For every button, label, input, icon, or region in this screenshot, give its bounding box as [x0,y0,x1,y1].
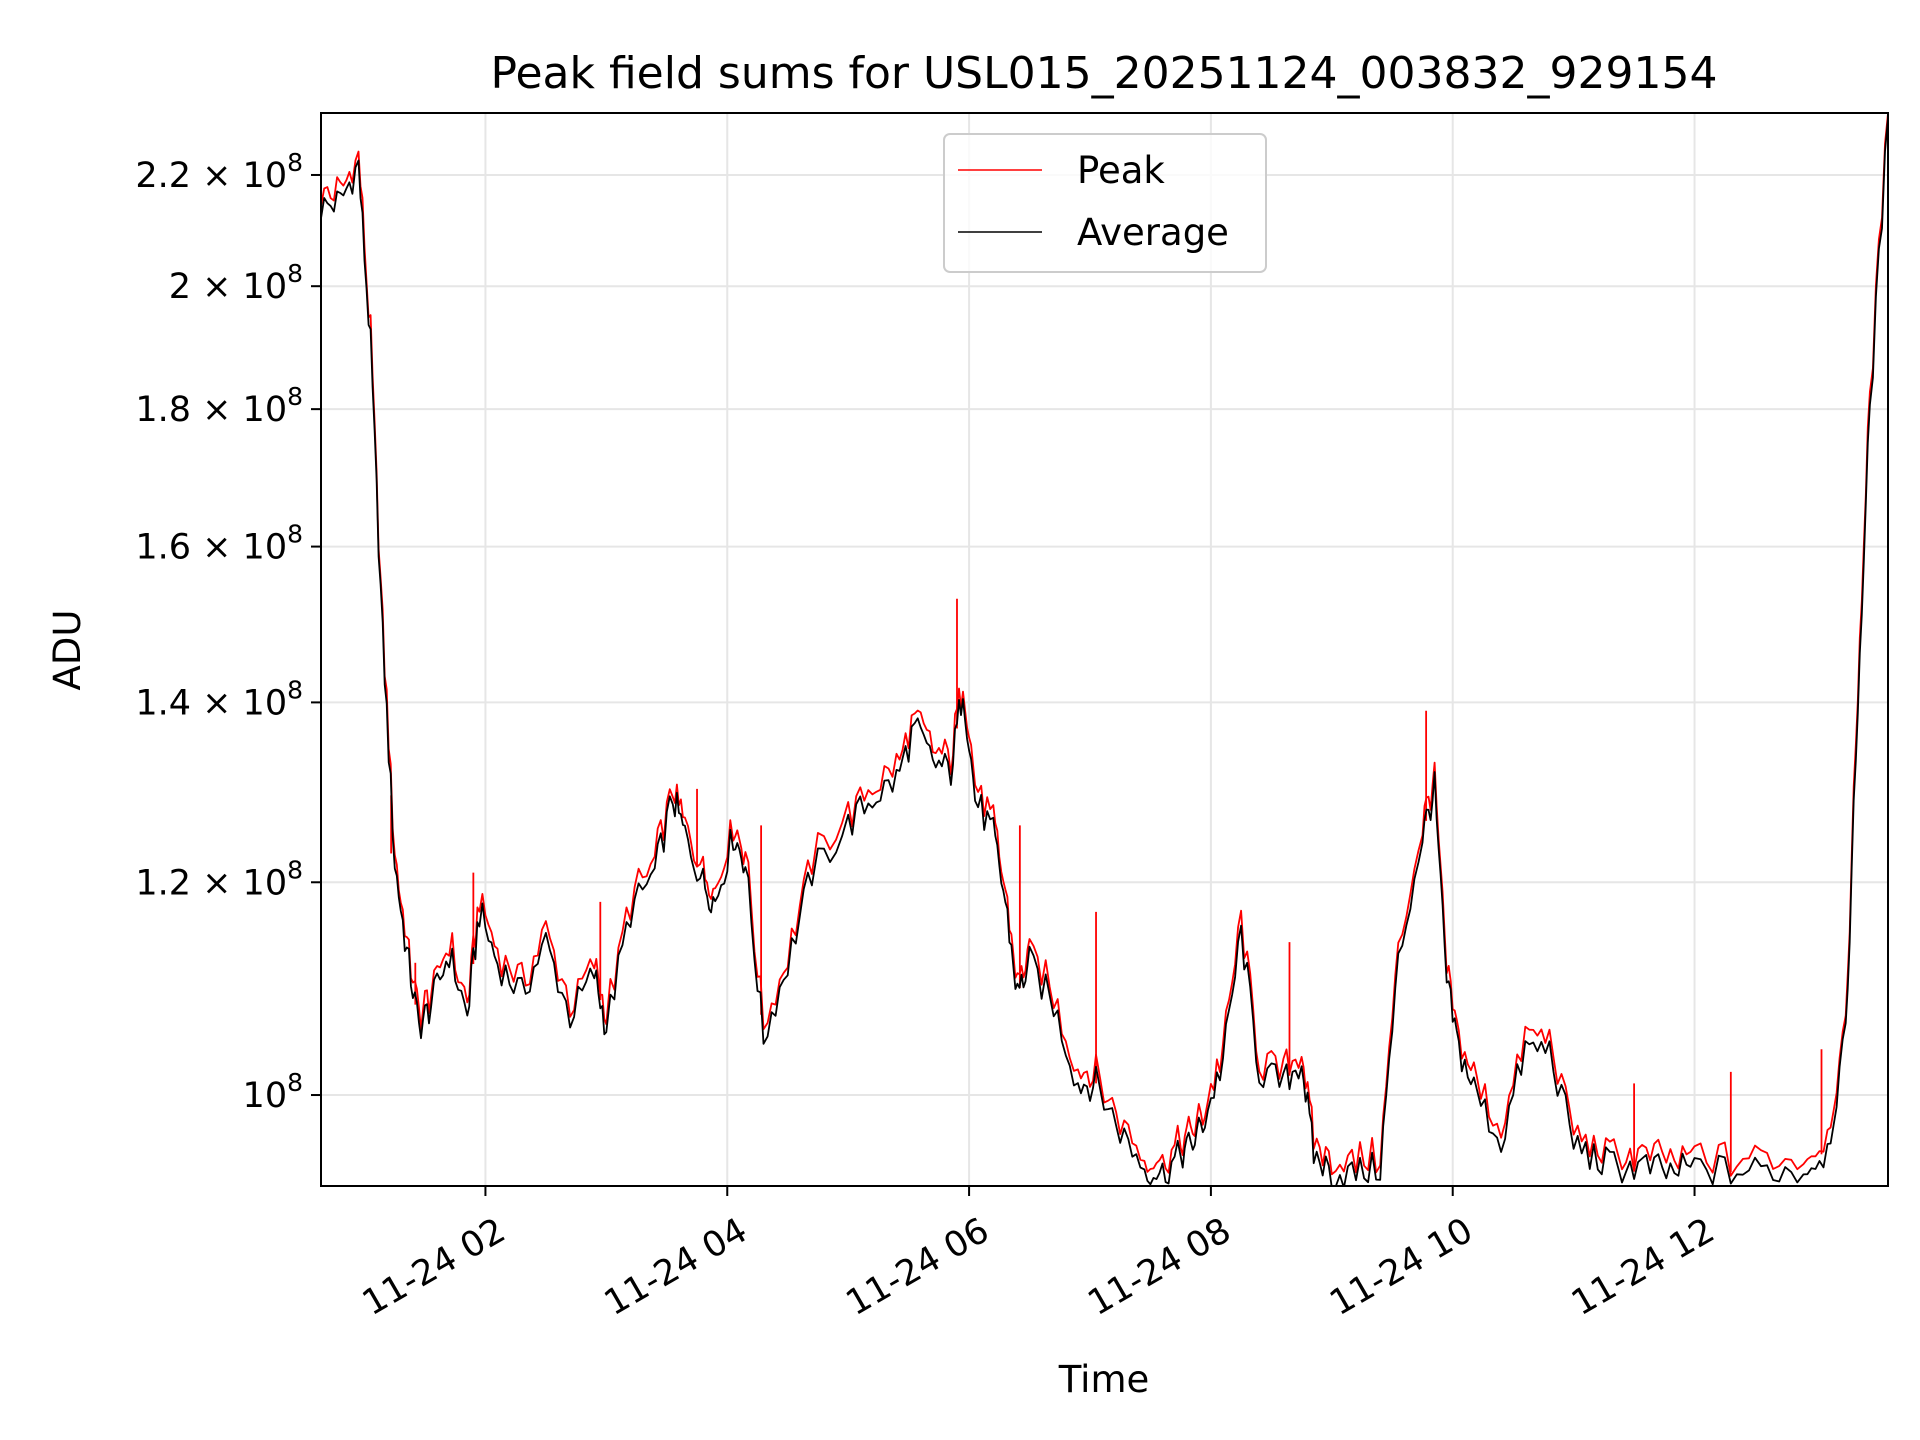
x-tick-label: 11-24 10 [1323,1211,1479,1324]
chart-title: Peak field sums for USL015_20251124_0038… [491,48,1718,99]
y-tick-label: 1.4 × 108 [135,675,303,723]
series-layer [321,113,1888,1186]
legend-average-label: Average [1077,211,1229,254]
x-tick-label: 11-24 04 [598,1211,754,1324]
peak-series-line [321,113,1888,1177]
x-tick-label: 11-24 06 [840,1211,996,1324]
x-axis-label: Time [1058,1358,1150,1401]
grid-lines [321,113,1888,1186]
legend-box [943,133,1267,273]
y-tick-label: 108 [243,1068,303,1116]
x-axis-ticks: 11-24 02 11-24 04 11-24 06 11-24 08 11-24 10… [356,1186,1721,1324]
y-axis-ticks: 108 1.2 × 108 1.4 × 108 1.6 × 108 1.8 × 108 2… [135,148,321,1116]
x-tick-label: 11-24 08 [1082,1211,1238,1324]
average-series-line [321,117,1888,1186]
x-tick-label: 11-24 02 [356,1211,512,1324]
y-tick-label: 1.6 × 108 [135,520,303,568]
y-tick-label: 2 × 108 [169,259,303,307]
x-tick-label: 11-24 12 [1565,1211,1721,1324]
y-tick-label: 1.2 × 108 [135,855,303,903]
plot-area-frame [320,112,1889,1187]
legend: Peak Average [943,133,1267,273]
y-tick-label: 2.2 × 108 [135,148,303,196]
y-tick-label: 1.8 × 108 [135,382,303,430]
y-axis-label: ADU [46,610,89,691]
legend-peak-label: Peak [1077,149,1165,192]
